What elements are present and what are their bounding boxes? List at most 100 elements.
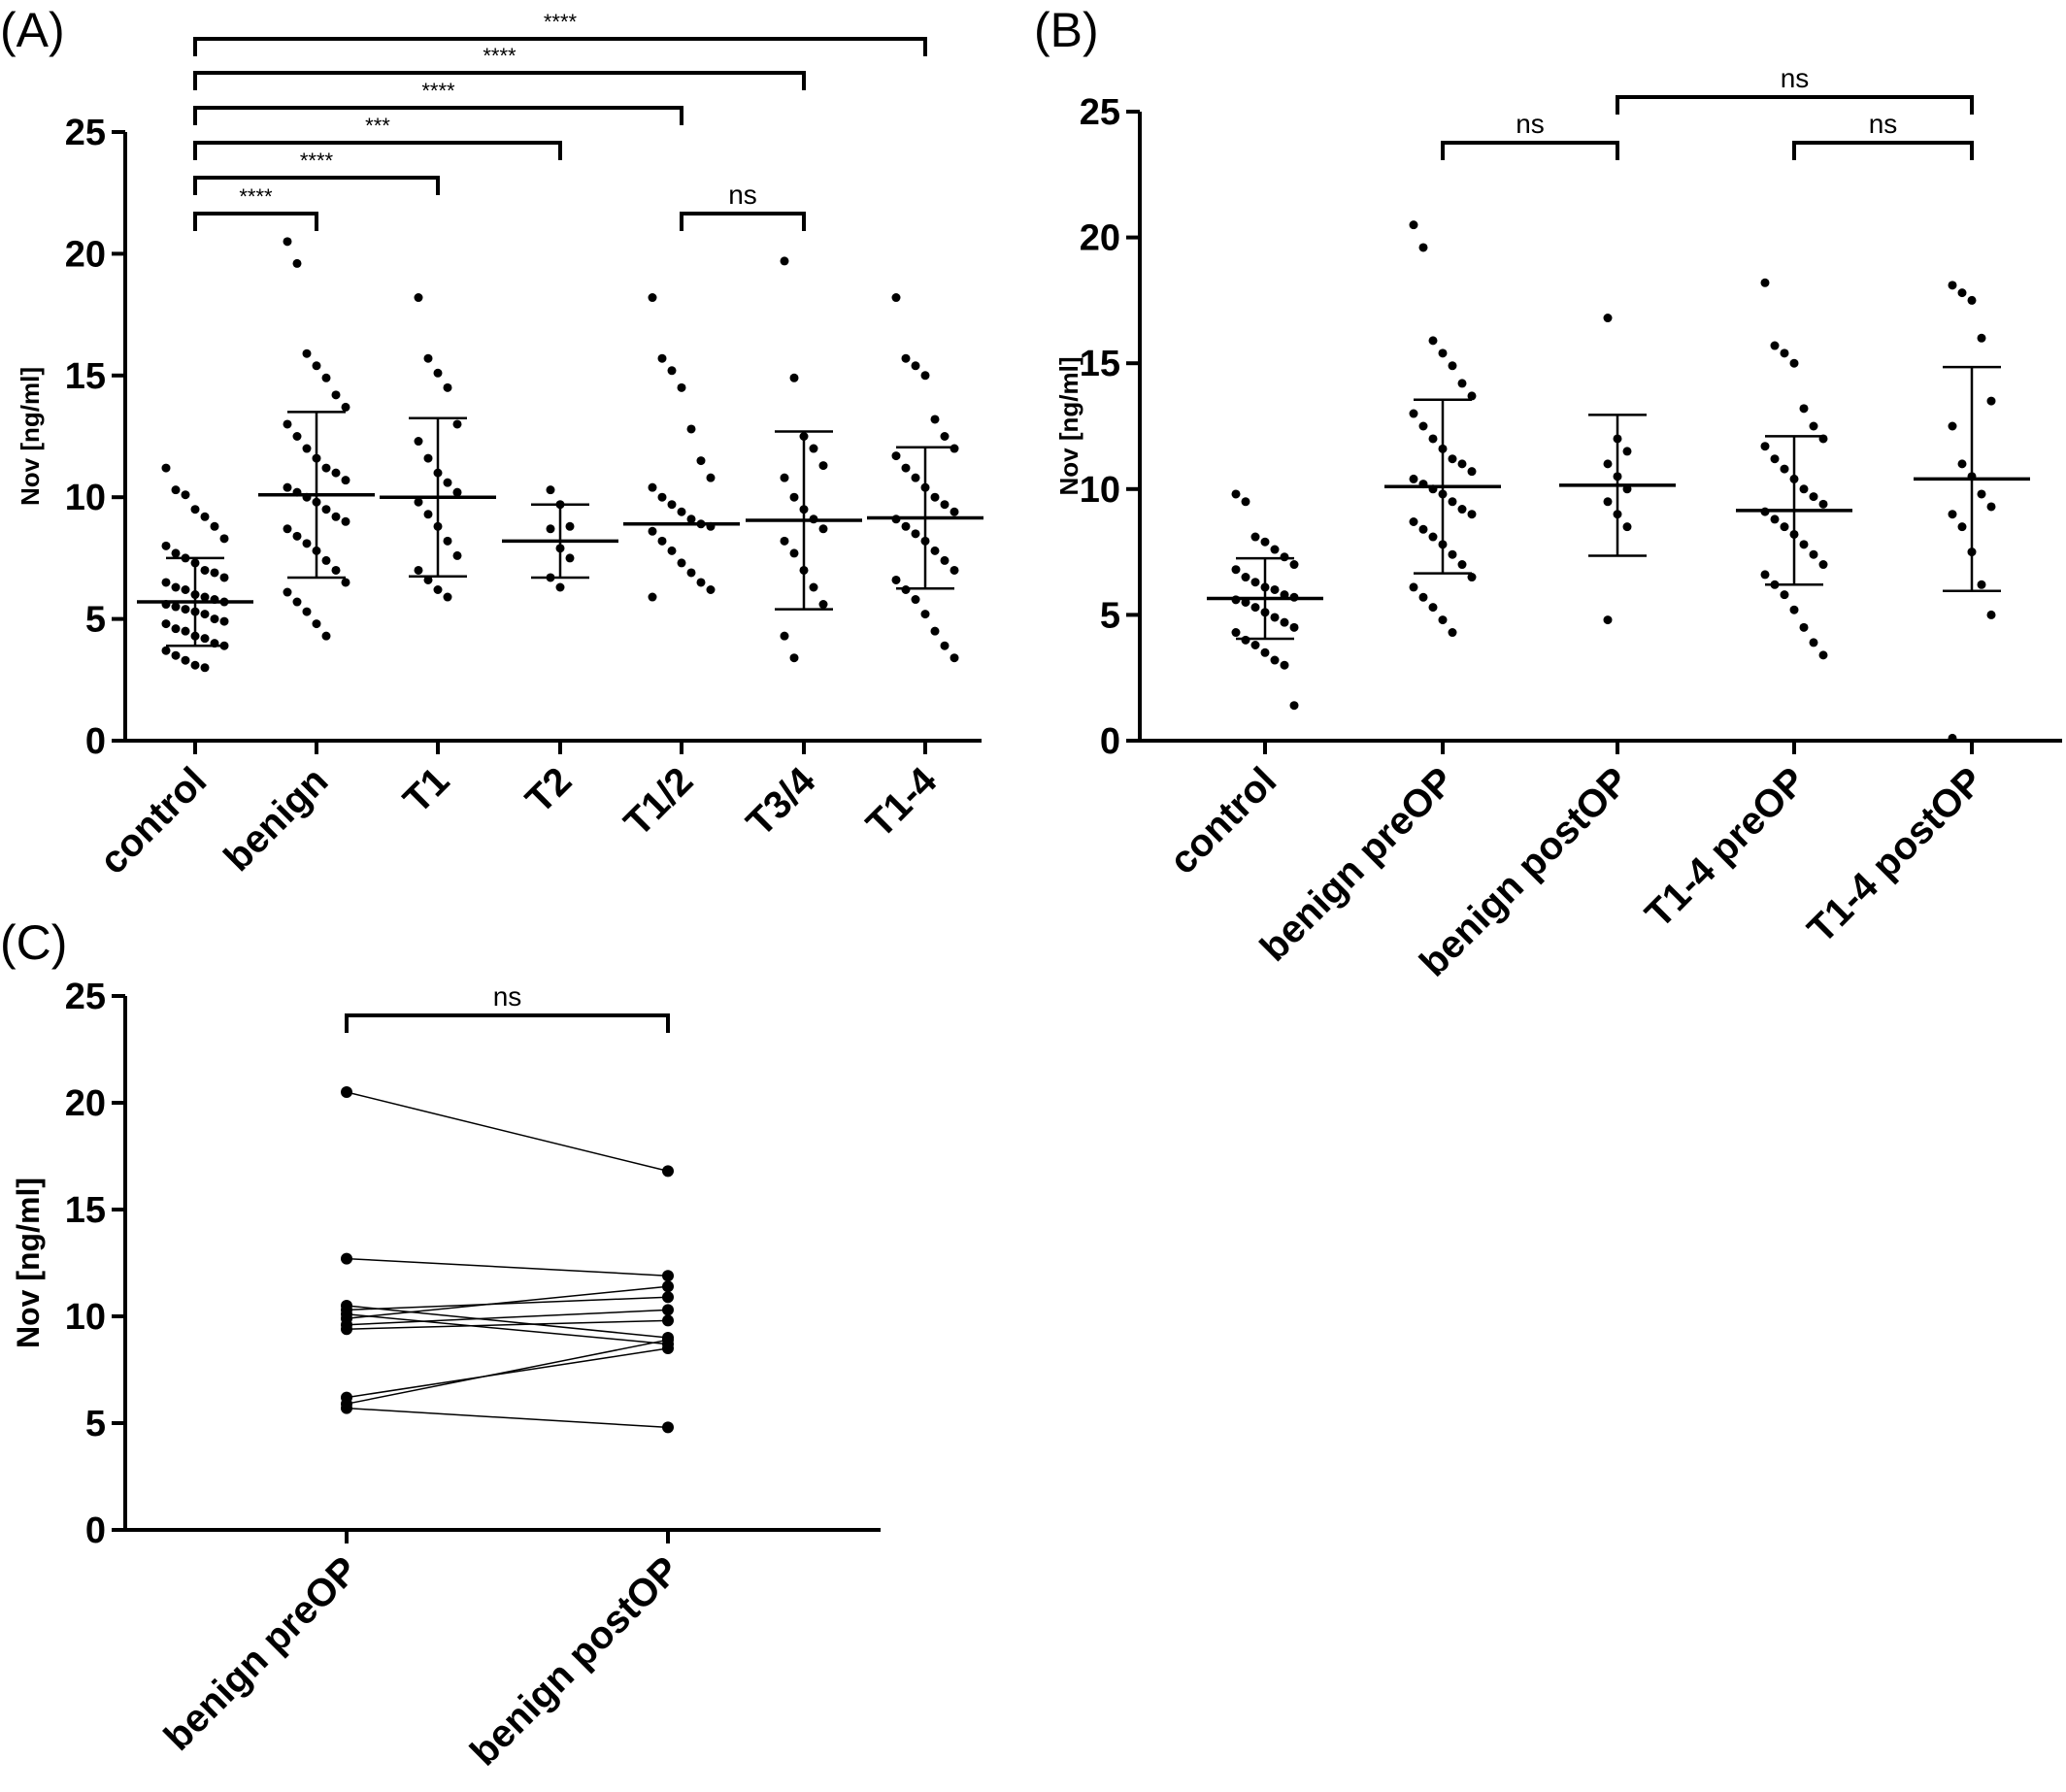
y-axis-label: Nov [ng/ml]	[16, 367, 45, 506]
data-point	[190, 505, 200, 514]
sd-error-bar	[1414, 398, 1472, 575]
data-point	[312, 361, 321, 371]
data-point	[1438, 348, 1448, 358]
data-point	[219, 534, 229, 544]
data-point	[1467, 467, 1477, 477]
data-point	[200, 565, 210, 575]
data-point	[662, 1343, 674, 1354]
significance-label: ns	[1781, 63, 1810, 93]
data-point	[662, 1334, 674, 1346]
y-tick-label: 10	[65, 1297, 106, 1338]
panel-label: (C)	[0, 915, 67, 970]
data-point	[1250, 603, 1260, 613]
data-point	[312, 619, 321, 629]
data-point	[1809, 549, 1818, 559]
data-point	[302, 348, 312, 358]
data-point	[1603, 497, 1613, 507]
data-point	[321, 373, 331, 382]
data-point	[283, 237, 292, 247]
significance-bracket	[193, 37, 927, 56]
data-point	[200, 512, 210, 521]
y-tick-label: 20	[65, 1083, 106, 1124]
data-point	[901, 585, 911, 595]
data-point	[662, 1280, 674, 1293]
data-point	[565, 521, 575, 531]
data-point	[1241, 635, 1250, 645]
data-point	[321, 631, 331, 641]
data-point	[161, 646, 171, 655]
data-point	[1799, 404, 1809, 414]
data-point	[1948, 510, 1957, 519]
data-point	[1780, 590, 1789, 600]
data-point	[1457, 505, 1467, 514]
data-point	[1467, 510, 1477, 519]
data-point	[1977, 489, 1986, 499]
data-point	[423, 353, 433, 363]
data-point	[1289, 560, 1299, 570]
data-point	[452, 419, 462, 429]
data-point	[662, 1304, 674, 1316]
data-point	[1428, 336, 1438, 346]
data-point	[292, 432, 302, 441]
data-point	[818, 600, 828, 610]
significance-label: ns	[1869, 109, 1898, 139]
x-tick-label: T1	[395, 759, 457, 821]
data-point	[292, 258, 302, 268]
significance-bracket	[193, 141, 562, 160]
data-point	[1799, 622, 1809, 632]
data-point	[1280, 660, 1289, 670]
data-point	[950, 507, 959, 516]
data-point	[648, 293, 657, 303]
data-point	[443, 592, 452, 602]
data-point	[1457, 379, 1467, 388]
sd-error-bar	[1236, 556, 1294, 641]
pair-line	[346, 1309, 669, 1326]
significance-bracket	[193, 176, 440, 195]
data-point	[321, 555, 331, 565]
data-point	[789, 492, 799, 502]
data-point	[686, 568, 696, 578]
x-tick-label: T1-4 postOP	[1800, 759, 1992, 951]
data-point	[677, 507, 686, 516]
data-point	[1789, 605, 1799, 614]
data-point	[901, 353, 911, 363]
data-point	[302, 539, 312, 548]
data-point	[341, 1402, 352, 1414]
data-point	[1280, 552, 1289, 562]
sd-error-bar	[531, 503, 589, 580]
data-point	[1241, 573, 1250, 582]
data-point	[414, 437, 423, 447]
data-point	[1270, 655, 1280, 665]
data-point	[1457, 560, 1467, 570]
data-point	[789, 653, 799, 663]
data-point	[950, 444, 959, 453]
data-point	[657, 353, 667, 363]
x-tick-label: benign postOP	[462, 1548, 687, 1774]
sd-error-bar	[775, 430, 833, 611]
sd-error-bar	[287, 411, 346, 580]
data-point	[423, 453, 433, 463]
data-point	[414, 565, 423, 575]
data-point	[331, 565, 341, 575]
sd-error-bar	[1765, 435, 1823, 586]
data-point	[1986, 396, 1996, 406]
data-point	[210, 614, 219, 624]
data-point	[565, 553, 575, 563]
data-point	[648, 482, 657, 492]
data-point	[891, 451, 901, 461]
data-point	[210, 568, 219, 578]
pair-line	[346, 1305, 669, 1339]
data-point	[1231, 565, 1241, 575]
data-point	[1986, 610, 1996, 619]
data-point	[1418, 524, 1428, 534]
data-point	[1760, 570, 1770, 580]
data-point	[161, 541, 171, 550]
data-point	[200, 610, 210, 619]
y-axis-label: Nov [ng/ml]	[1054, 357, 1083, 496]
y-tick-label: 20	[1080, 218, 1120, 259]
pair-line	[346, 1257, 669, 1277]
data-point	[1270, 613, 1280, 622]
y-tick-label: 25	[65, 113, 106, 153]
data-point	[423, 575, 433, 584]
